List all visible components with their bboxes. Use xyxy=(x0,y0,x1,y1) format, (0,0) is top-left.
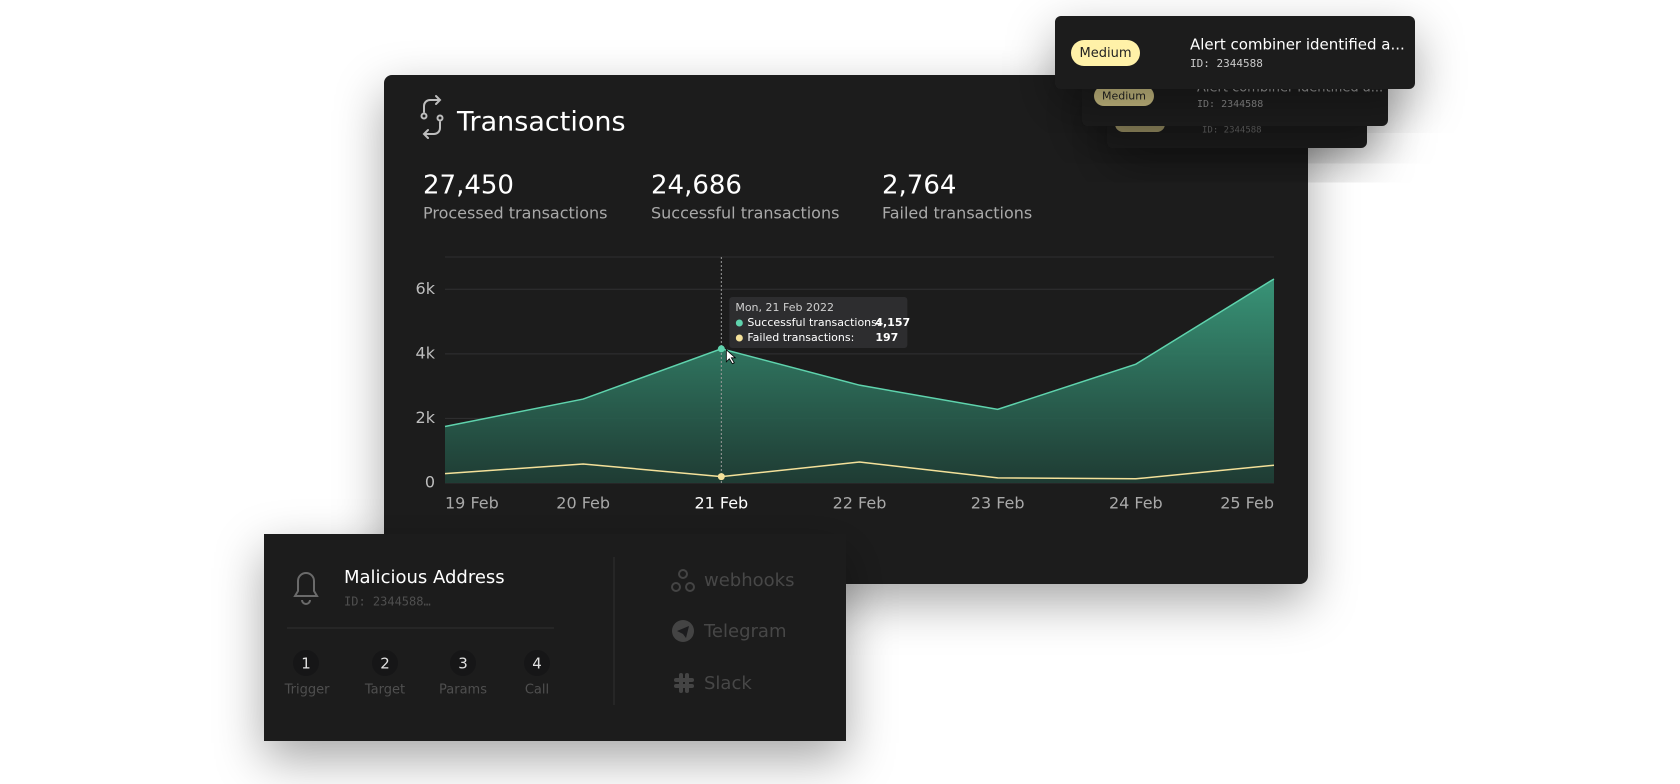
point xyxy=(717,345,725,353)
step-number: 1 xyxy=(301,655,311,673)
step-number: 2 xyxy=(380,655,390,673)
card-background xyxy=(264,534,846,741)
alert-background xyxy=(1055,16,1415,89)
integration-label[interactable]: webhooks xyxy=(704,570,794,591)
chart: 0 2k 4k 6k 19 Feb 20 Feb 21 Feb 22 Feb 23 Feb 24 … xyxy=(416,256,1275,513)
y-tick-label: 6k xyxy=(416,279,436,298)
stat-label: Failed transactions xyxy=(882,204,1032,223)
tooltip-background xyxy=(729,297,908,348)
tooltip-dot xyxy=(735,334,743,342)
point xyxy=(717,473,725,481)
alert-badge-text: Medium xyxy=(1102,90,1146,103)
y-tick-label: 4k xyxy=(416,343,436,362)
stat-label: Processed transactions xyxy=(423,204,608,223)
tooltip-value: 4,157 xyxy=(875,316,910,329)
integration-label[interactable]: Slack xyxy=(704,673,752,694)
step-label: Target xyxy=(364,683,405,698)
step: 4 Call xyxy=(524,650,550,698)
alert-id: ID: 2344588 xyxy=(1197,99,1263,110)
step-number: 4 xyxy=(532,655,542,673)
alert-title: Alert combiner identified a... xyxy=(1190,36,1405,54)
tooltip-label: Successful transactions: xyxy=(747,316,880,329)
alert-card: Medium Alert combiner identified a... ID… xyxy=(1055,16,1415,89)
x-tick-label: 25 Feb xyxy=(1220,494,1274,513)
x-tick-label: 20 Feb xyxy=(556,494,610,513)
tooltip-label: Failed transactions: xyxy=(747,331,854,344)
alert-badge-text: Medium xyxy=(1080,46,1132,61)
x-tick-label: 24 Feb xyxy=(1109,494,1163,513)
y-tick-label: 2k xyxy=(416,408,436,427)
step-label: Call xyxy=(525,683,549,698)
step-number: 3 xyxy=(458,655,468,673)
x-tick-label: 21 Feb xyxy=(694,494,748,513)
tooltip-dot xyxy=(735,319,743,327)
tooltip-title: Mon, 21 Feb 2022 xyxy=(735,301,834,314)
transactions-icon xyxy=(420,95,444,139)
card-title: Transactions xyxy=(456,107,626,138)
stat-value: 27,450 xyxy=(423,171,514,201)
webhooks-icon xyxy=(671,569,695,592)
slack-icon xyxy=(674,673,694,693)
alert-badge xyxy=(1071,40,1140,66)
step-circle xyxy=(524,650,550,676)
line xyxy=(444,278,1275,428)
step: 2 Target xyxy=(364,650,405,698)
stat-label: Successful transactions xyxy=(651,204,839,223)
step: 3 Params xyxy=(439,650,487,698)
step-circle xyxy=(372,650,398,676)
rule-id: ID: 2344588… xyxy=(344,595,431,609)
step: 1 Trigger xyxy=(284,650,330,698)
alert-id: ID: 2344588 xyxy=(1202,126,1262,136)
area xyxy=(445,278,1274,483)
alert-id: ID: 2344588 xyxy=(1190,57,1263,70)
x-tick-label: 19 Feb xyxy=(445,494,499,513)
bell-icon xyxy=(293,572,319,605)
step-circle xyxy=(450,650,476,676)
x-tick-label: 22 Feb xyxy=(833,494,887,513)
stat-value: 24,686 xyxy=(651,171,742,201)
rule-title: Malicious Address xyxy=(344,567,505,588)
step-circle xyxy=(293,650,319,676)
stat-value: 2,764 xyxy=(882,171,956,201)
step-label: Trigger xyxy=(284,683,330,698)
cursor xyxy=(725,348,737,365)
y-tick-label: 0 xyxy=(425,473,435,492)
step-label: Params xyxy=(439,683,487,698)
telegram-icon xyxy=(672,620,694,642)
alert-badge xyxy=(1094,86,1154,106)
x-tick-label: 23 Feb xyxy=(971,494,1025,513)
transactions-card: Transactions 27,450 Processed transactio… xyxy=(384,75,1308,584)
line xyxy=(444,461,1275,480)
integration-label[interactable]: Telegram xyxy=(703,621,786,642)
alert-rule-card: Malicious Address ID: 2344588… 1 Trigger… xyxy=(264,534,846,741)
tooltip-value: 197 xyxy=(875,331,898,344)
